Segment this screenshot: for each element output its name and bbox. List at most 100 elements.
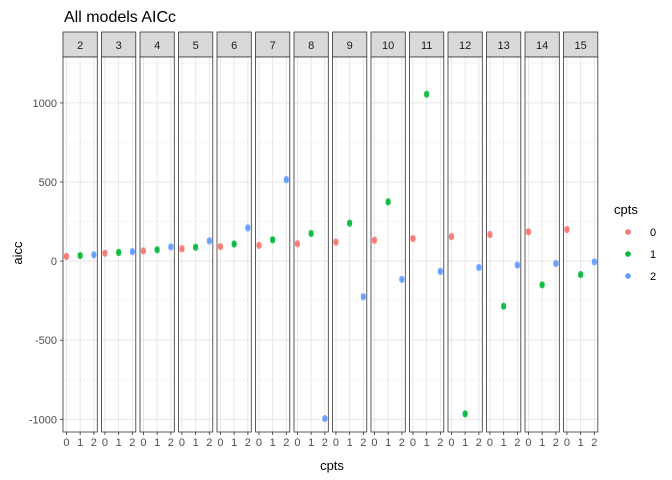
facet-panel: 11 0 1 2 <box>409 31 445 449</box>
data-point <box>501 304 507 310</box>
data-point <box>539 283 545 289</box>
panel-border <box>101 56 137 433</box>
facet-panel: 14 0 1 2 <box>524 31 560 449</box>
panel-border <box>62 56 98 433</box>
panel-border <box>178 56 214 433</box>
x-tick-label: 0 <box>63 437 69 449</box>
x-tick-label: 0 <box>140 437 146 449</box>
x-tick-label: 2 <box>322 437 328 449</box>
data-point <box>168 245 174 251</box>
panel-border <box>447 56 483 433</box>
facet-panel: 10 0 1 2 <box>370 31 406 449</box>
panel-border <box>332 56 368 433</box>
x-tick-label: 2 <box>399 437 405 449</box>
data-point <box>476 265 482 272</box>
panel-border <box>409 56 445 433</box>
panel-border <box>293 56 329 433</box>
x-tick-label: 1 <box>193 437 199 449</box>
y-tick-label: 1000 <box>33 98 57 110</box>
x-tick-label: 0 <box>448 437 454 449</box>
data-point <box>487 232 493 239</box>
facet-strip-label: 12 <box>459 40 471 52</box>
data-point <box>399 277 405 283</box>
data-point <box>256 243 262 249</box>
x-tick-label: 0 <box>256 437 262 449</box>
x-tick-label: 0 <box>179 437 185 449</box>
facet-strip-label: 13 <box>498 40 510 52</box>
x-tick-label: 2 <box>514 437 520 449</box>
panel-border <box>524 56 560 433</box>
data-point <box>206 239 212 245</box>
x-tick-label: 2 <box>283 437 289 449</box>
x-tick-label: 1 <box>578 437 584 449</box>
facet-strip <box>524 31 560 58</box>
data-point <box>270 238 276 244</box>
facet-panel: 4 0 1 2 <box>139 31 175 449</box>
x-tick-label: 0 <box>294 437 300 449</box>
facet-strip-label: 11 <box>421 40 432 52</box>
x-tick-label: 1 <box>270 437 276 449</box>
data-point <box>231 242 237 248</box>
facet-panel: 120 1 2 <box>447 31 483 449</box>
data-point <box>448 234 455 241</box>
x-tick-label: 2 <box>129 437 135 449</box>
data-point <box>63 254 70 260</box>
legend-key <box>625 229 631 235</box>
data-point <box>564 227 570 234</box>
x-axis-title: cpts <box>320 458 344 473</box>
x-tick-label: 2 <box>553 437 559 449</box>
facet-panel: 20 1 2 <box>62 31 98 449</box>
data-point <box>283 178 289 184</box>
facet-strip <box>409 31 445 58</box>
data-point <box>102 251 108 257</box>
facet-panel: 5 0 1 2 <box>178 31 214 449</box>
data-point <box>578 272 584 279</box>
facet-strip <box>62 31 98 58</box>
x-tick-label: 2 <box>245 437 251 449</box>
data-point <box>385 200 391 206</box>
facet-panel: 3 0 1 2 <box>101 31 137 449</box>
facet-strip-label: 6 <box>231 40 237 52</box>
x-tick-label: 0 <box>333 437 339 449</box>
x-tick-label: 2 <box>437 437 443 449</box>
data-point <box>514 263 520 269</box>
x-tick-label: 2 <box>591 437 597 449</box>
data-point <box>193 245 199 251</box>
x-tick-label: 2 <box>206 437 212 449</box>
x-tick-label: 0 <box>487 437 493 449</box>
x-tick-label: 1 <box>347 437 353 449</box>
x-tick-label: 1 <box>501 437 507 449</box>
facet-panel: 9 0 1 2 <box>332 31 368 449</box>
facet-strip-label: 2 <box>77 40 83 52</box>
facet-strip-label: 14 <box>536 40 548 52</box>
facet-strip <box>139 31 175 58</box>
y-axis-title: aicc <box>10 241 25 265</box>
panel-border <box>486 56 522 433</box>
x-tick-label: 1 <box>462 437 468 449</box>
facet-strip-label: 5 <box>193 40 199 52</box>
legend-title: cpts <box>614 202 638 217</box>
data-point <box>116 250 122 257</box>
data-point <box>525 230 532 236</box>
facet-strip <box>178 31 214 58</box>
facet-panel: 8 0 1 2 <box>293 31 329 449</box>
data-point <box>91 253 97 259</box>
data-point <box>140 249 147 255</box>
facet-strip-label: 10 <box>382 40 394 52</box>
y-tick-label: 0 <box>51 256 57 268</box>
x-tick-label: 0 <box>217 437 223 449</box>
x-tick-label: 2 <box>91 437 97 449</box>
facet-strip-label: 4 <box>154 40 160 52</box>
legend-label: 2 <box>650 271 656 283</box>
x-tick-label: 1 <box>539 437 545 449</box>
x-tick-label: 1 <box>308 437 314 449</box>
x-tick-label: 2 <box>360 437 366 449</box>
legend-key <box>625 273 631 279</box>
facet-panel: 7 0 1 2 <box>255 31 291 449</box>
facet-strip <box>370 31 406 58</box>
legend-label: 1 <box>650 249 656 261</box>
legend: cpts 0 1 2 <box>614 202 656 283</box>
x-tick-label: 1 <box>116 437 122 449</box>
